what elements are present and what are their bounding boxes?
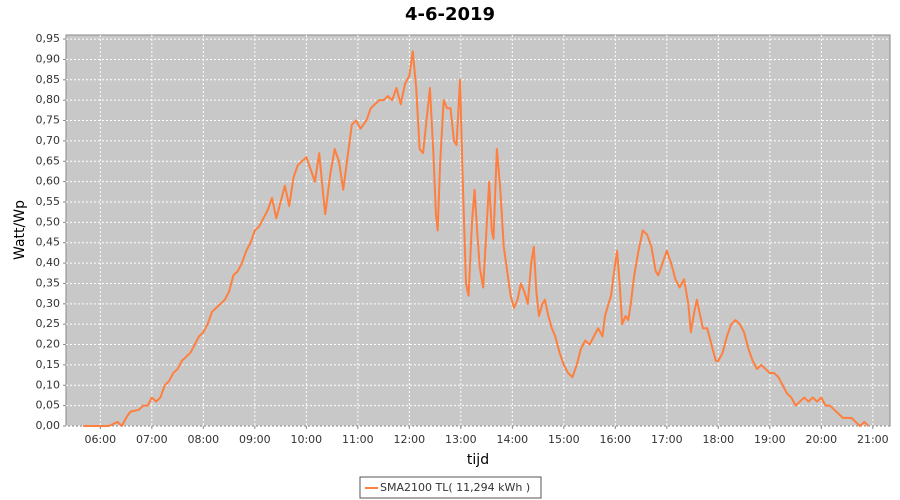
x-tick-label: 07:00 — [136, 433, 168, 446]
x-tick-label: 20:00 — [805, 433, 837, 446]
legend-label: SMA2100 TL( 11,294 kWh ) — [380, 481, 530, 494]
y-tick-label: 0,20 — [36, 338, 61, 351]
y-tick-label: 0,05 — [36, 399, 61, 412]
x-tick-label: 19:00 — [754, 433, 786, 446]
x-tick-label: 17:00 — [651, 433, 683, 446]
x-axis-label: tijd — [467, 452, 489, 468]
x-tick-label: 18:00 — [702, 433, 734, 446]
y-tick-label: 0,70 — [36, 134, 61, 147]
y-tick-label: 0,35 — [36, 276, 61, 289]
y-tick-label: 0,15 — [36, 358, 61, 371]
x-tick-label: 09:00 — [239, 433, 271, 446]
y-tick-label: 0,10 — [36, 378, 61, 391]
y-tick-label: 0,65 — [36, 154, 61, 167]
legend-box — [359, 476, 542, 499]
y-tick-label: 0,80 — [36, 93, 61, 106]
y-tick-label: 0,30 — [36, 297, 61, 310]
y-tick-label: 0,60 — [36, 175, 61, 188]
y-tick-label: 0,85 — [36, 73, 61, 86]
x-tick-label: 06:00 — [84, 433, 116, 446]
y-tick-label: 0,55 — [36, 195, 61, 208]
data-line — [83, 50, 870, 427]
y-tick-label: 0,00 — [36, 419, 61, 432]
x-tick-label: 08:00 — [187, 433, 219, 446]
x-tick-label: 13:00 — [445, 433, 477, 446]
y-tick-label: 0,50 — [36, 215, 61, 228]
x-tick-label: 21:00 — [857, 433, 889, 446]
chart-title: 4-6-2019 — [405, 4, 495, 25]
x-tick-label: 15:00 — [548, 433, 580, 446]
y-axis-label: Watt/Wp — [12, 200, 28, 260]
x-tick-label: 10:00 — [290, 433, 322, 446]
y-tick-label: 0,95 — [36, 32, 61, 45]
x-tick-label: 12:00 — [393, 433, 425, 446]
y-tick-label: 0,45 — [36, 236, 61, 249]
y-tick-label: 0,75 — [36, 114, 61, 127]
y-tick-label: 0,90 — [36, 52, 61, 65]
x-tick-label: 16:00 — [599, 433, 631, 446]
x-tick-label: 14:00 — [496, 433, 528, 446]
y-tick-label: 0,40 — [36, 256, 61, 269]
x-tick-label: 11:00 — [342, 433, 374, 446]
y-tick-label: 0,25 — [36, 317, 61, 330]
